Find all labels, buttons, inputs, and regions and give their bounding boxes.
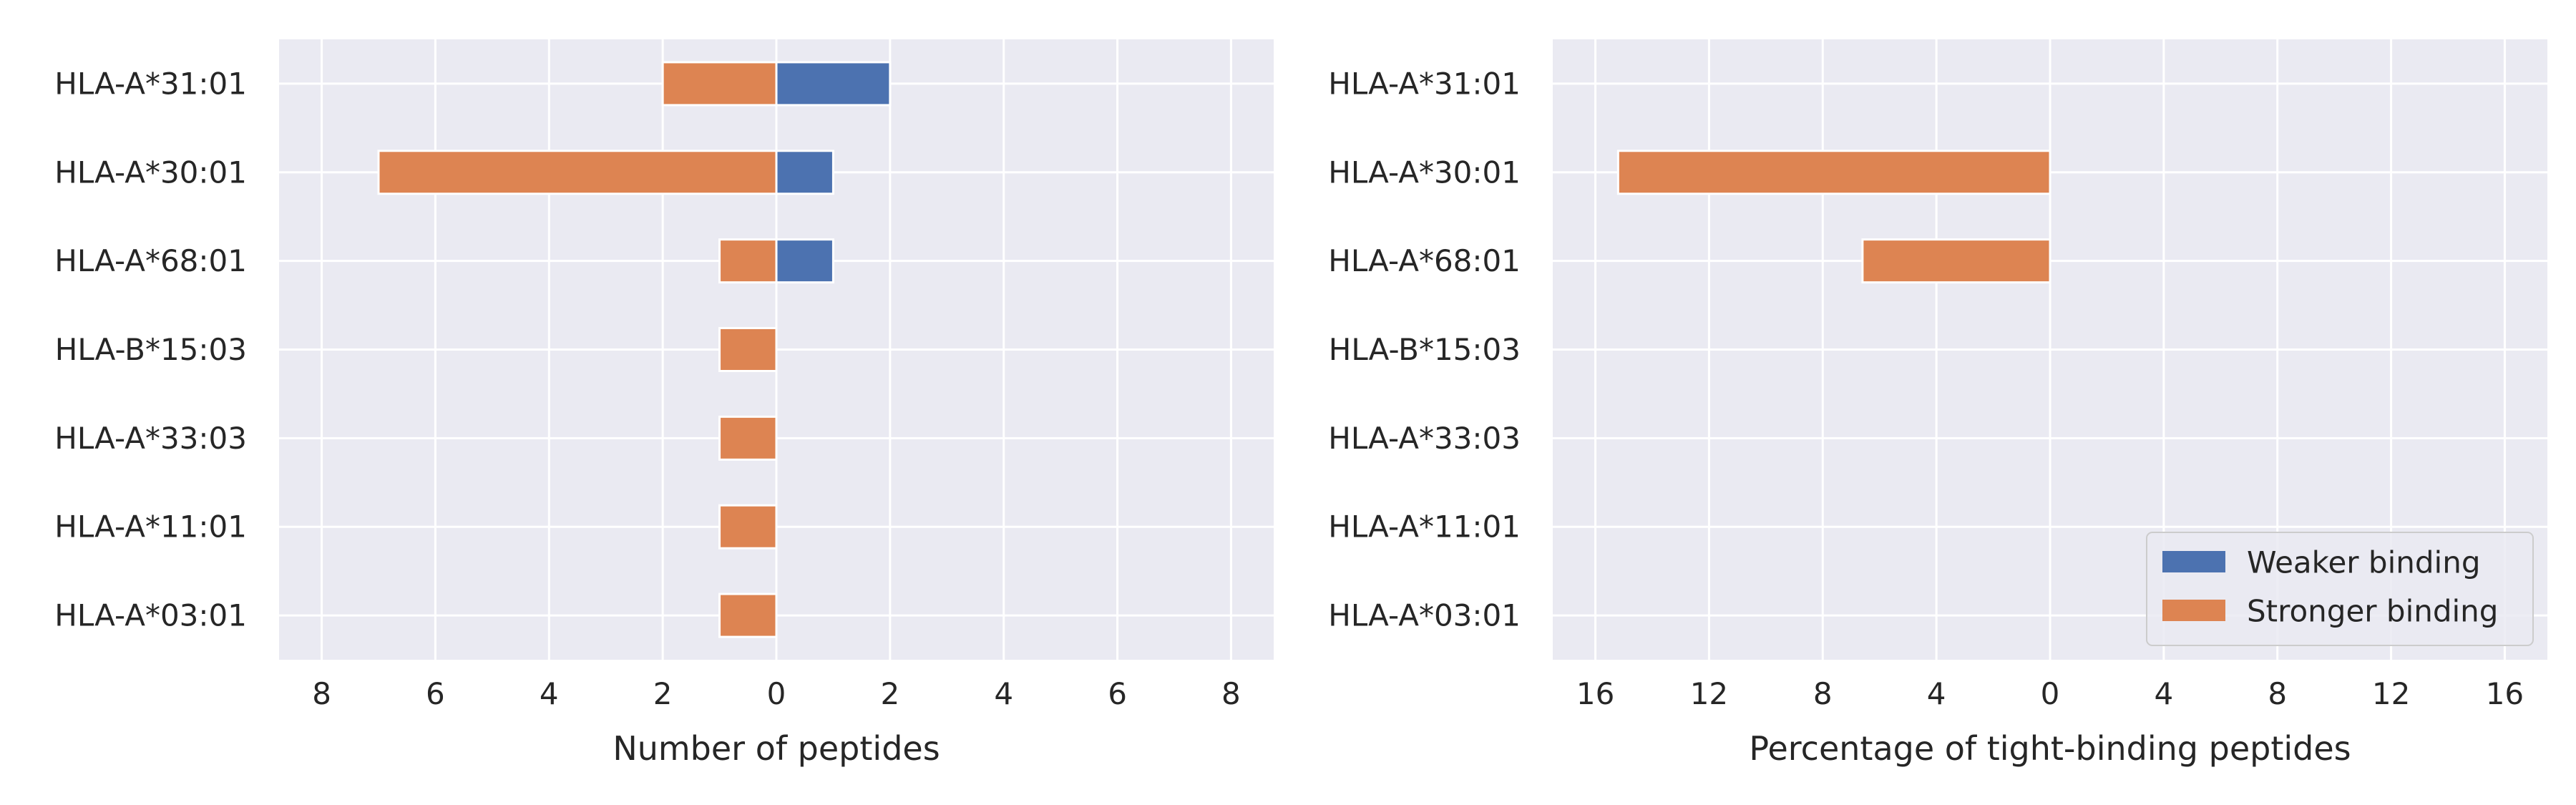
bar-weaker-binding-hla-a-68-01 xyxy=(775,238,834,284)
y-tick-label: HLA-A*03:01 xyxy=(54,598,247,633)
y-tick-label: HLA-A*31:01 xyxy=(1328,66,1521,101)
x-tick-label: 0 xyxy=(767,676,786,711)
x-tick-label: 8 xyxy=(1221,676,1241,711)
y-tick-label: HLA-A*30:01 xyxy=(1328,155,1521,190)
x-tick-label: 16 xyxy=(2486,676,2524,711)
legend-box xyxy=(2146,532,2534,646)
bar-stronger-binding-hla-a-30-01 xyxy=(1616,150,2051,195)
bar-stronger-binding-hla-a-30-01 xyxy=(377,150,778,195)
x-tick-label: 8 xyxy=(1813,676,1833,711)
legend-swatch xyxy=(2162,551,2225,572)
x-tick-label: 12 xyxy=(1690,676,1728,711)
bar-weaker-binding-hla-a-30-01 xyxy=(775,150,834,195)
bar-stronger-binding-hla-a-33-03 xyxy=(718,415,778,461)
y-tick-label: HLA-A*11:01 xyxy=(54,509,247,545)
legend: Weaker binding Stronger binding xyxy=(2146,532,2534,646)
y-tick-label: HLA-A*03:01 xyxy=(1328,598,1521,633)
left-chart-panel: HLA-A*31:01 HLA-A*30:01 HLA-A*68:01 HLA-B*1… xyxy=(54,39,1274,768)
x-tick-label: 4 xyxy=(540,676,559,711)
x-tick-label: 12 xyxy=(2372,676,2410,711)
y-tick-label: HLA-A*31:01 xyxy=(54,66,247,101)
y-tick-label: HLA-A*30:01 xyxy=(54,155,247,190)
bar-stronger-binding-hla-a-03-01 xyxy=(718,592,778,638)
x-tick-label: 8 xyxy=(2268,676,2287,711)
x-tick-label: 4 xyxy=(994,676,1013,711)
x-axis-label: Percentage of tight-binding peptides xyxy=(1749,729,2351,768)
y-tick-label: HLA-A*33:03 xyxy=(1328,421,1521,456)
bar-stronger-binding-hla-a-31-01 xyxy=(661,61,778,107)
y-tick-label: HLA-A*68:01 xyxy=(54,243,247,278)
x-tick-label: 4 xyxy=(1927,676,1946,711)
right-chart-panel: HLA-A*31:01 HLA-A*30:01 HLA-A*68:01 HLA-B*1… xyxy=(1328,39,2547,768)
bar-stronger-binding-hla-a-68-01 xyxy=(1861,238,2051,284)
legend-label: Stronger binding xyxy=(2247,594,2498,629)
x-tick-label: 4 xyxy=(2154,676,2173,711)
y-tick-label: HLA-A*11:01 xyxy=(1328,509,1521,545)
x-tick-label: 2 xyxy=(653,676,673,711)
y-tick-label: HLA-B*15:03 xyxy=(1329,332,1521,367)
y-tick-label: HLA-B*15:03 xyxy=(55,332,247,367)
x-tick-label: 16 xyxy=(1576,676,1614,711)
legend-swatch xyxy=(2162,600,2225,621)
y-tick-label: HLA-A*68:01 xyxy=(1328,243,1521,278)
x-tick-label: 6 xyxy=(426,676,445,711)
bar-stronger-binding-hla-b-15-03 xyxy=(718,327,778,372)
x-tick-label: 2 xyxy=(880,676,899,711)
bar-stronger-binding-hla-a-68-01 xyxy=(718,238,778,284)
legend-label: Weaker binding xyxy=(2247,545,2480,580)
x-tick-label: 6 xyxy=(1108,676,1127,711)
x-axis-label: Number of peptides xyxy=(613,729,940,768)
bar-stronger-binding-hla-a-11-01 xyxy=(718,504,778,550)
y-tick-label: HLA-A*33:03 xyxy=(54,421,247,456)
x-tick-label: 8 xyxy=(312,676,331,711)
x-tick-label: 0 xyxy=(2041,676,2060,711)
bar-weaker-binding-hla-a-31-01 xyxy=(775,61,892,107)
